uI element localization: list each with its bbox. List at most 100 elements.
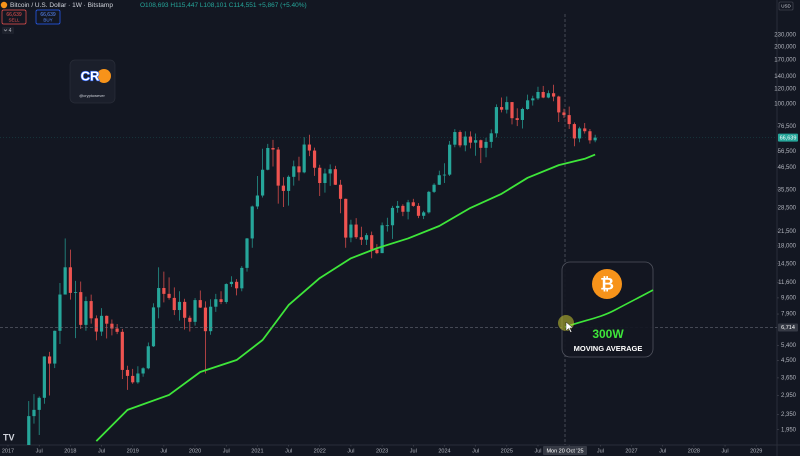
buy-price: 66,639 bbox=[40, 12, 56, 18]
candle-body bbox=[463, 136, 467, 146]
y-tick-label: 1,950 bbox=[781, 427, 797, 433]
candle-body bbox=[172, 297, 176, 311]
candle-body bbox=[515, 118, 519, 120]
candle-body bbox=[411, 202, 415, 206]
candle-body bbox=[448, 144, 452, 175]
sell-button[interactable] bbox=[1, 9, 27, 25]
y-tick-label: 5,400 bbox=[781, 343, 797, 349]
card-ma-line bbox=[564, 289, 654, 328]
candle-body bbox=[437, 175, 441, 185]
candle-body bbox=[505, 102, 509, 110]
candle-body bbox=[47, 356, 52, 364]
card-btc-coin bbox=[592, 269, 622, 299]
axes: 230,000 200,000 170,000 140,000 120,000 100,0… bbox=[0, 14, 798, 455]
candle-body bbox=[151, 307, 156, 347]
candle-body bbox=[84, 301, 88, 325]
x-tick-label: 2021 bbox=[251, 448, 263, 454]
x-tick-label: 2029 bbox=[750, 448, 762, 454]
buy-label: BUY bbox=[43, 18, 52, 23]
y-tick-label: 4,500 bbox=[781, 358, 797, 364]
candle-body bbox=[229, 281, 234, 285]
candle-body bbox=[68, 267, 72, 293]
x-tick-label: 2019 bbox=[127, 448, 139, 454]
x-tick-label: Jul bbox=[36, 448, 43, 454]
y-tick-label: 2,950 bbox=[781, 393, 797, 399]
logo-handle: @cryptowever bbox=[79, 93, 105, 98]
x-tick-label: Jul bbox=[347, 448, 354, 454]
y-tick-label: 56,500 bbox=[778, 149, 797, 155]
candle-body bbox=[27, 416, 31, 445]
y-tick-label: 100,000 bbox=[774, 102, 796, 108]
y-tick-label: 14,500 bbox=[778, 261, 797, 267]
candle-body bbox=[536, 91, 540, 99]
x-tick-label: 2022 bbox=[314, 448, 326, 454]
candle-body bbox=[453, 132, 457, 145]
x-tick-label: Jul bbox=[410, 448, 417, 454]
candle-body bbox=[214, 299, 218, 307]
candle-body bbox=[99, 315, 104, 332]
candle-body bbox=[323, 173, 327, 184]
candle-body bbox=[281, 185, 285, 191]
x-tick-label: 2025 bbox=[501, 448, 513, 454]
candle-body bbox=[577, 128, 582, 139]
y-tick-label: 7,900 bbox=[781, 312, 797, 318]
sell-label: SELL bbox=[8, 18, 20, 23]
candle-body bbox=[53, 330, 57, 364]
candle-body bbox=[240, 267, 244, 289]
candle-body bbox=[474, 140, 478, 143]
info-card: ₿ 300W MOVING AVERAGE bbox=[561, 261, 654, 358]
candle-body bbox=[318, 167, 322, 184]
candle-body bbox=[427, 191, 431, 213]
candle-body bbox=[520, 108, 524, 120]
candle-body bbox=[188, 317, 192, 322]
y-tick-label: 18,000 bbox=[778, 243, 797, 249]
candle-body bbox=[588, 131, 592, 141]
candle-body bbox=[375, 249, 379, 254]
candle-body bbox=[500, 107, 504, 110]
btc-icon bbox=[0, 1, 8, 9]
candle-body bbox=[209, 306, 213, 332]
indicator-toggle[interactable] bbox=[2, 27, 14, 34]
x-tick-label: Jul bbox=[722, 448, 729, 454]
y-tick-label: 230,000 bbox=[774, 33, 796, 39]
candle-body bbox=[120, 331, 124, 370]
cursor bbox=[565, 321, 574, 333]
y-tick-label: 76,500 bbox=[778, 124, 797, 130]
x-tick-label: Jul bbox=[160, 448, 167, 454]
y-tick-label: 120,000 bbox=[774, 87, 796, 93]
logo-coin bbox=[97, 69, 111, 83]
x-tick-label: 2018 bbox=[64, 448, 76, 454]
y-tick-label: 11,600 bbox=[778, 280, 797, 286]
candle-body bbox=[297, 166, 301, 173]
candle-body bbox=[32, 409, 36, 417]
x-tick-label: Jul bbox=[659, 448, 666, 454]
candle-body bbox=[510, 102, 514, 119]
candle-body bbox=[401, 205, 405, 212]
x-tick-label: 2023 bbox=[376, 448, 388, 454]
candle-body bbox=[380, 225, 384, 254]
candle-body bbox=[416, 205, 421, 216]
y-tick-label: 140,000 bbox=[774, 74, 796, 80]
crosshair-x-label: Mon 20 Oct '25 bbox=[546, 448, 583, 454]
candle-body bbox=[141, 368, 145, 374]
candle-body bbox=[370, 235, 374, 250]
candle-body bbox=[198, 300, 202, 308]
candle-body bbox=[245, 238, 249, 268]
candle-body bbox=[302, 144, 306, 173]
last-price-box bbox=[778, 133, 798, 142]
candle-body bbox=[79, 292, 83, 325]
candle-body bbox=[203, 307, 208, 332]
x-tick-label: 2027 bbox=[625, 448, 637, 454]
buy-button[interactable] bbox=[35, 9, 61, 25]
candle-body bbox=[442, 174, 447, 176]
currency-box[interactable] bbox=[778, 1, 794, 11]
candle-body bbox=[37, 397, 41, 410]
candle-body bbox=[131, 375, 135, 383]
candle-body bbox=[489, 133, 493, 142]
x-tick-label: Jul bbox=[285, 448, 292, 454]
x-tick-label: Jul bbox=[597, 448, 604, 454]
candle-body bbox=[312, 150, 317, 168]
candle-body bbox=[328, 169, 332, 174]
y-tick-label: 35,500 bbox=[778, 187, 797, 193]
candle-body bbox=[432, 184, 436, 192]
